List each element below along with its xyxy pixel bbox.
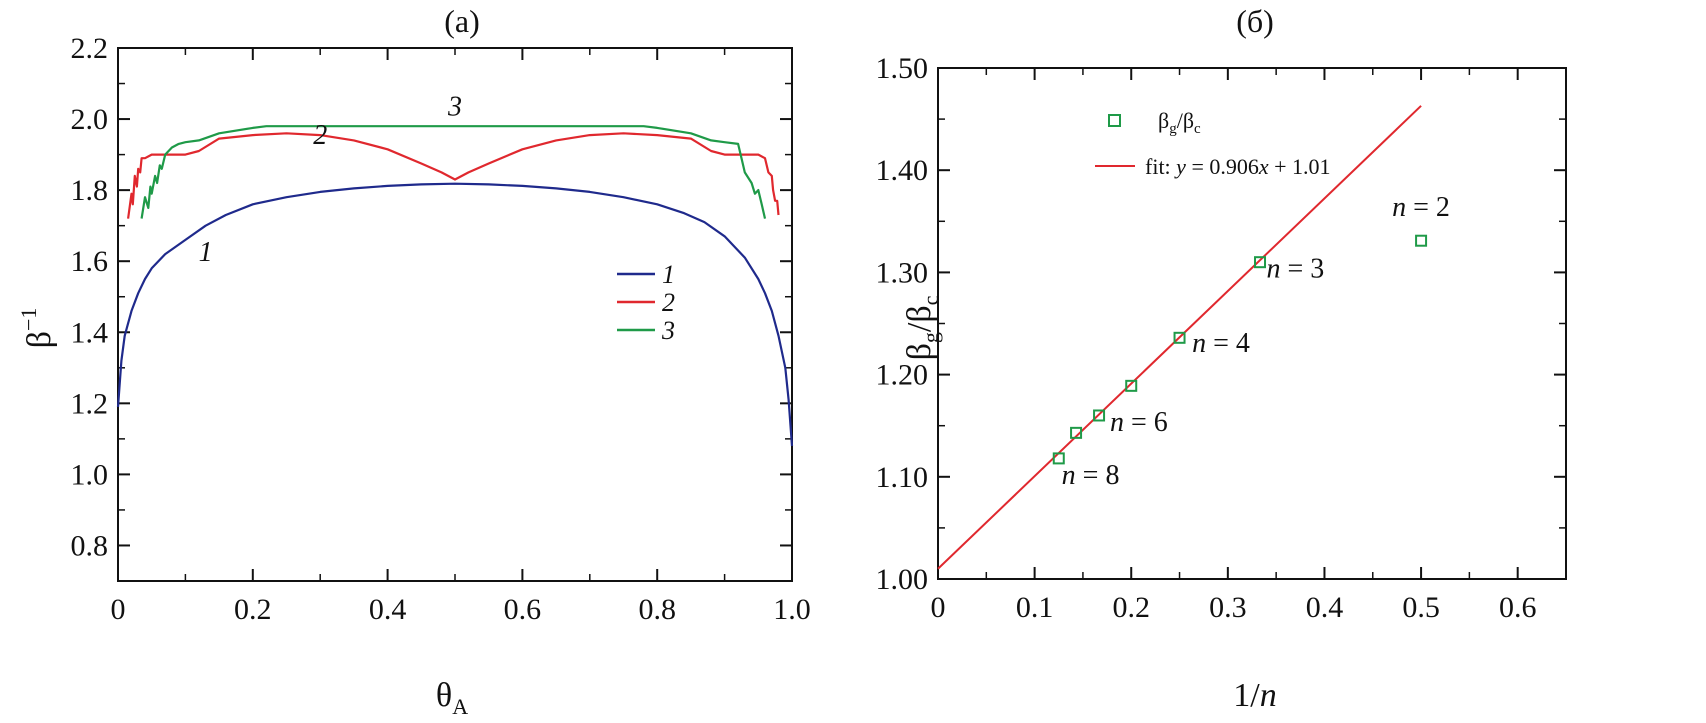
b-ytick-label: 1.10 bbox=[876, 461, 929, 494]
a-xtick-label: 0.4 bbox=[369, 593, 407, 626]
point-label: n = 3 bbox=[1266, 254, 1324, 285]
point-label: n = 2 bbox=[1392, 192, 1450, 223]
panel-b-points bbox=[1052, 234, 1428, 465]
panel-b-xlabel: 1/n bbox=[1233, 677, 1276, 714]
series-line-3 bbox=[140, 125, 767, 219]
panel-b-chart: (б) 0 0.1 0.2 0.3 0.4 0.5 0.6 1.00 1.10 1.20 1.30 1… bbox=[876, 3, 1567, 714]
b-xtick-label: 0.1 bbox=[1016, 591, 1054, 624]
legend-label-3: 3 bbox=[661, 316, 675, 345]
b-xtick-label: 0.3 bbox=[1209, 591, 1247, 624]
b-ytick-label: 1.40 bbox=[876, 154, 929, 187]
scatter-point bbox=[1415, 234, 1428, 247]
panel-a-series bbox=[116, 125, 794, 447]
b-ytick-label: 1.30 bbox=[876, 256, 929, 289]
b-xtick-label: 0.2 bbox=[1112, 591, 1150, 624]
a-xtick-label: 0 bbox=[111, 593, 126, 626]
panel-a-ylabel: β−1 bbox=[16, 308, 58, 349]
scatter-point bbox=[1125, 379, 1138, 392]
legend-marker-points bbox=[1108, 114, 1121, 127]
scatter-point bbox=[1254, 256, 1267, 269]
point-label: n = 4 bbox=[1192, 328, 1250, 359]
legend-label-1: 1 bbox=[662, 260, 675, 289]
series-line-2 bbox=[127, 132, 780, 219]
panel-b-title: (б) bbox=[1236, 3, 1274, 39]
a-ytick-label: 2.2 bbox=[71, 32, 109, 65]
b-xtick-label: 0.6 bbox=[1499, 591, 1537, 624]
b-xtick-label: 0.4 bbox=[1306, 591, 1344, 624]
b-xtick-label: 0 bbox=[931, 591, 946, 624]
a-xtick-label: 0.2 bbox=[234, 593, 272, 626]
panel-a-title: (a) bbox=[444, 3, 480, 39]
a-frame bbox=[117, 47, 793, 582]
panel-a-chart: (a) 0 0.2 0.4 0.6 0.8 1.0 0.8 1.0 1.2 1.4 1.6 1.8 2.… bbox=[16, 3, 811, 719]
a-xtick-label: 0.8 bbox=[638, 593, 676, 626]
fit-line bbox=[937, 105, 1422, 570]
scatter-point bbox=[1052, 452, 1065, 465]
b-ytick-label: 1.00 bbox=[876, 563, 929, 596]
a-ytick-label: 2.0 bbox=[71, 103, 109, 136]
a-ytick-label: 0.8 bbox=[71, 529, 109, 562]
panel-b-fit bbox=[937, 105, 1422, 570]
scatter-point bbox=[1070, 426, 1083, 439]
legend-label-points: βg/βc bbox=[1158, 108, 1201, 137]
point-label: n = 8 bbox=[1062, 460, 1120, 491]
scatter-point bbox=[1093, 409, 1106, 422]
a-ytick-label: 1.6 bbox=[71, 245, 109, 278]
a-ytick-label: 1.0 bbox=[71, 458, 109, 491]
a-xtick-label: 0.6 bbox=[504, 593, 542, 626]
panel-a-xlabel: θA bbox=[436, 677, 468, 719]
scatter-point bbox=[1173, 331, 1186, 344]
panel-b-point-labels: n = 2 n = 3 n = 4 n = 6 n = 8 bbox=[1062, 192, 1450, 491]
curve-label-3: 3 bbox=[447, 92, 462, 123]
panel-b-legend: βg/βc fit: y = 0.906x + 1.01 bbox=[1095, 108, 1331, 179]
panel-b-ylabel: βg/βc bbox=[901, 295, 943, 360]
series-line-1 bbox=[116, 182, 794, 447]
legend-label-2: 2 bbox=[662, 288, 675, 317]
panel-a-annotations: 1 2 3 bbox=[199, 92, 462, 269]
point-label: n = 6 bbox=[1110, 407, 1168, 438]
a-ytick-label: 1.4 bbox=[71, 316, 109, 349]
curve-label-2: 2 bbox=[313, 120, 327, 151]
panel-a-axes: 0 0.2 0.4 0.6 0.8 1.0 0.8 1.0 1.2 1.4 1.6 1.8 2.0 2.2 bbox=[71, 32, 811, 626]
b-ytick-label: 1.50 bbox=[876, 52, 929, 85]
a-xtick-label: 1.0 bbox=[773, 593, 811, 626]
legend-label-fit: fit: y = 0.906x + 1.01 bbox=[1145, 154, 1331, 179]
b-ytick-label: 1.20 bbox=[876, 359, 929, 392]
panel-b-axes: 0 0.1 0.2 0.3 0.4 0.5 0.6 1.00 1.10 1.20 1.30 1.40 1… bbox=[876, 52, 1567, 624]
b-frame bbox=[937, 67, 1567, 580]
b-xtick-label: 0.5 bbox=[1402, 591, 1440, 624]
panel-a-legend: 123 bbox=[617, 260, 675, 345]
curve-label-1: 1 bbox=[199, 237, 213, 268]
a-ytick-label: 1.2 bbox=[71, 387, 109, 420]
a-ytick-label: 1.8 bbox=[71, 174, 109, 207]
